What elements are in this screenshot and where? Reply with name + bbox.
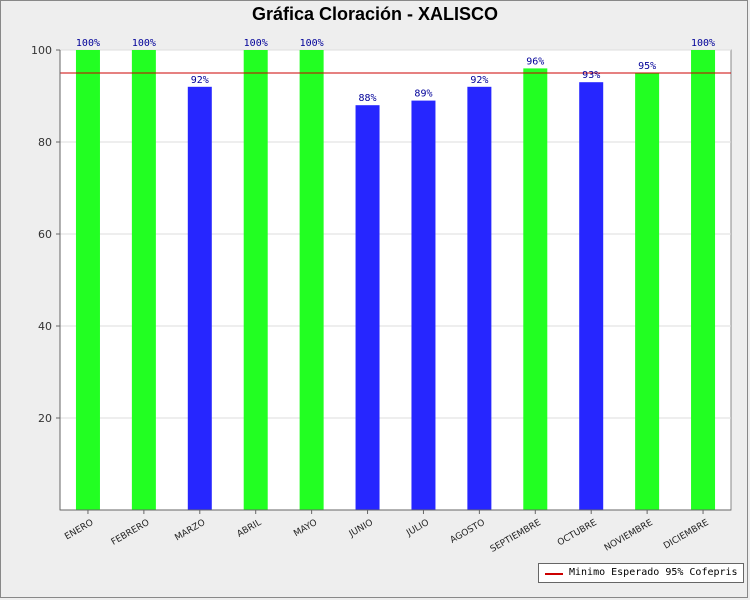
bar-octubre <box>579 82 604 510</box>
bar-septiembre <box>523 68 548 511</box>
y-tick-label: 80 <box>38 136 52 149</box>
bar-marzo <box>187 86 212 511</box>
bar-agosto <box>467 86 492 511</box>
data-label: 100% <box>76 38 100 49</box>
bar-noviembre <box>635 73 660 510</box>
y-tick-label: 40 <box>38 320 52 333</box>
legend: Minimo Esperado 95% Cofepris <box>538 563 744 583</box>
data-label: 96% <box>526 56 544 67</box>
x-tick-label: SEPTIEMBRE <box>489 518 543 555</box>
data-label: 88% <box>359 93 377 104</box>
data-label: 92% <box>191 75 209 86</box>
bar-febrero <box>131 50 156 510</box>
legend-threshold-label: Minimo Esperado 95% Cofepris <box>569 567 738 578</box>
x-tick-label: NOVIEMBRE <box>603 518 655 554</box>
data-label: 92% <box>470 75 488 86</box>
bar-abril <box>243 50 268 510</box>
chart-title: Gráfica Cloración - XALISCO <box>251 4 499 24</box>
data-label: 93% <box>582 70 600 81</box>
x-tick-label: ABRIL <box>235 518 263 540</box>
x-tick-label: DICIEMBRE <box>662 518 711 552</box>
x-tick-label: JULIO <box>404 518 431 539</box>
y-tick-label: 100 <box>31 44 52 57</box>
y-tick-label: 60 <box>38 228 52 241</box>
x-tick-label: OCTUBRE <box>556 518 599 549</box>
data-label: 100% <box>300 38 324 49</box>
bar-enero <box>75 50 100 510</box>
y-tick-label: 20 <box>38 412 52 425</box>
bar-mayo <box>299 50 324 510</box>
x-tick-label: MAYO <box>292 518 319 539</box>
data-label: 95% <box>638 61 656 72</box>
plot-area <box>59 49 732 511</box>
data-label: 100% <box>244 38 268 49</box>
data-label: 100% <box>691 38 715 49</box>
data-label: 89% <box>414 89 432 100</box>
x-tick-label: AGOSTO <box>449 518 487 546</box>
bar-junio <box>355 105 380 510</box>
data-label: 100% <box>132 38 156 49</box>
legend-threshold-swatch <box>545 573 563 575</box>
x-tick-label: JUNIO <box>347 518 375 540</box>
bar-julio <box>411 100 436 510</box>
x-tick-label: MARZO <box>173 518 207 543</box>
x-tick-label: ENERO <box>63 518 95 542</box>
x-tick-label: FEBRERO <box>110 518 152 548</box>
bar-diciembre <box>691 50 716 510</box>
